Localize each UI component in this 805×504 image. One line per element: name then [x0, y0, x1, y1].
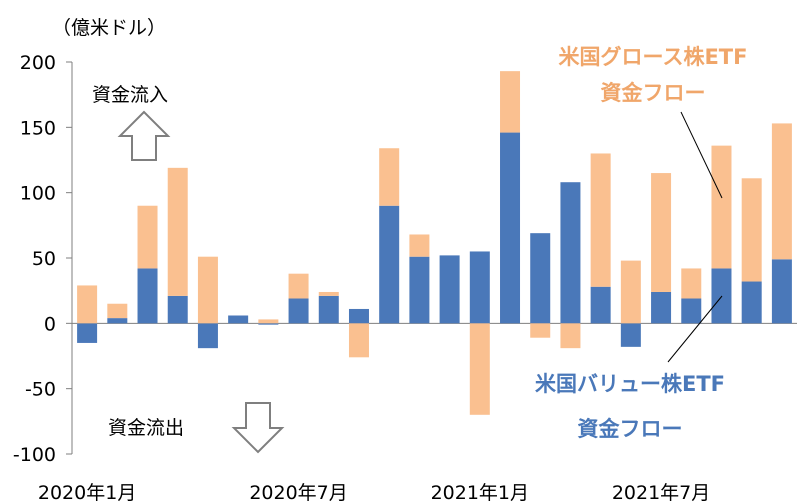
axes: [66, 61, 797, 455]
growth-leader-line: [680, 111, 723, 199]
value-etf-bar: [288, 298, 309, 324]
value-etf-bar: [167, 295, 188, 324]
growth-series-label-line2: 資金フロー: [601, 81, 706, 105]
bars: [77, 71, 792, 415]
growth-etf-bar: [258, 319, 279, 324]
y-tick-label: 150: [20, 117, 56, 139]
growth-etf-bar: [651, 173, 672, 292]
growth-etf-bar: [590, 153, 611, 287]
value-etf-bar: [439, 255, 460, 324]
x-tick-label: 2020年7月: [249, 482, 347, 504]
unit-label: （億米ドル）: [52, 17, 166, 39]
down-arrow-icon: [231, 402, 285, 454]
value-etf-bar: [409, 256, 430, 324]
growth-etf-bar: [741, 178, 762, 282]
growth-etf-bar: [288, 273, 309, 299]
value-etf-bar: [651, 291, 672, 324]
up-arrow-icon: [117, 110, 171, 161]
value-leader-line: [667, 295, 723, 363]
growth-etf-bar: [197, 256, 218, 324]
y-tick-label: -100: [13, 444, 56, 466]
value-etf-bar: [348, 308, 369, 324]
y-tick-label: -50: [25, 379, 56, 401]
inflow-label: 資金流入: [92, 84, 168, 106]
x-axis-ticks: 2020年1月 2020年7月 2021年1月 2021年7月: [38, 482, 710, 504]
x-tick-label: 2021年7月: [612, 482, 710, 504]
growth-etf-bar: [318, 291, 339, 296]
growth-etf-bar: [167, 167, 188, 296]
x-tick-label: 2021年1月: [431, 482, 529, 504]
growth-etf-bar: [771, 123, 792, 260]
value-etf-bar: [107, 318, 128, 324]
growth-series-label-line1: 米国グロース株ETF: [559, 45, 748, 69]
y-axis-ticks: 200 150 100 50 0 -50 -100: [13, 52, 56, 466]
value-etf-bar: [137, 268, 158, 324]
outflow-label: 資金流出: [108, 417, 184, 439]
growth-etf-bar: [530, 323, 551, 338]
value-series-label-line2: 資金フロー: [578, 417, 683, 441]
y-tick-label: 100: [20, 183, 56, 205]
value-etf-bar: [379, 205, 400, 324]
growth-etf-bar: [137, 205, 158, 269]
growth-etf-bar: [620, 260, 641, 324]
value-etf-bar: [681, 298, 702, 324]
growth-etf-bar: [681, 268, 702, 299]
y-tick-label: 200: [20, 52, 56, 74]
value-etf-bar: [560, 182, 581, 324]
value-etf-bar: [620, 323, 641, 347]
value-etf-bar: [590, 286, 611, 324]
value-etf-bar: [500, 132, 521, 324]
value-etf-bar: [741, 281, 762, 324]
growth-etf-bar: [560, 323, 581, 349]
growth-etf-bar: [77, 285, 98, 324]
value-series-label-line1: 米国バリュー株ETF: [535, 372, 725, 396]
value-etf-bar: [530, 233, 551, 324]
growth-etf-bar: [500, 71, 521, 133]
growth-etf-bar: [711, 145, 732, 269]
y-tick-label: 0: [44, 313, 56, 335]
value-etf-bar: [258, 323, 279, 325]
value-etf-bar: [77, 323, 98, 343]
value-etf-bar: [469, 251, 490, 324]
x-tick-label: 2020年1月: [38, 482, 136, 504]
growth-etf-bar: [409, 234, 430, 257]
growth-etf-bar: [469, 323, 490, 415]
value-etf-bar: [228, 315, 249, 324]
y-tick-label: 50: [32, 248, 56, 270]
growth-etf-bar: [107, 303, 128, 319]
value-etf-bar: [318, 295, 339, 324]
value-etf-bar: [771, 259, 792, 324]
growth-etf-bar: [348, 323, 369, 358]
value-etf-bar: [197, 323, 218, 349]
growth-etf-bar: [379, 148, 400, 206]
